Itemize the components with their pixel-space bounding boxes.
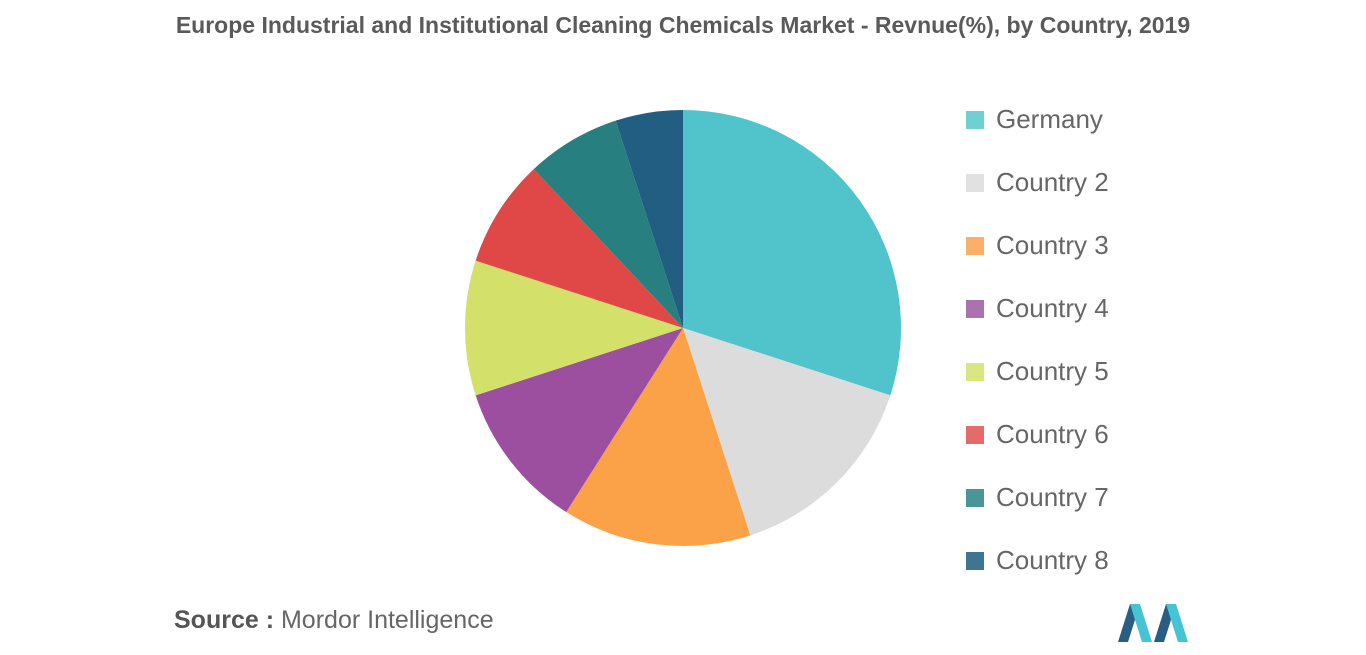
pie-slice-2 [683,328,891,536]
source-text: Mordor Intelligence [280,606,494,634]
legend-swatch [966,110,984,129]
legend-item: Country 4 [966,277,1109,340]
chart-legend: Germany Country 2 Country 3 Country 4 Countr… [966,88,1109,592]
pie-slice-4 [475,328,683,513]
legend-swatch [966,299,984,318]
legend-label: Country 6 [996,419,1109,449]
chart-title: Europe Industrial and Institutional Clea… [175,12,1191,38]
legend-item: Country 7 [966,466,1109,529]
legend-swatch [966,236,984,255]
pie-slice-1 [683,110,902,396]
legend-item: Country 2 [966,151,1109,214]
pie-slice-7 [533,120,683,328]
pie-slice-6 [475,169,683,328]
legend-item: Country 5 [966,340,1109,403]
legend-swatch [966,488,984,507]
legend-swatch [966,362,984,381]
legend-swatch [966,551,984,570]
logo-shape-mid-left [1130,604,1152,642]
legend-label: Country 5 [996,356,1109,386]
legend-item: Country 3 [966,214,1109,277]
legend-label: Country 8 [996,545,1109,575]
source-note: Source : Mordor Intelligence [174,606,494,635]
pie-slice-3 [566,328,751,546]
mordor-intelligence-logo-icon [1118,604,1188,642]
legend-swatch [966,173,984,192]
legend-label: Country 2 [996,167,1109,197]
pie-slice-8 [615,110,683,328]
legend-item: Germany [966,88,1109,151]
legend-label: Country 3 [996,230,1109,260]
legend-label: Country 4 [996,293,1109,323]
logo-shape-right [1166,604,1188,642]
legend-swatch [966,425,984,444]
source-label: Source : [174,606,275,634]
legend-item: Country 8 [966,529,1109,592]
legend-item: Country 6 [966,403,1109,466]
legend-label: Country 7 [996,482,1109,512]
legend-label: Germany [996,104,1103,134]
pie-slice-5 [464,260,683,396]
